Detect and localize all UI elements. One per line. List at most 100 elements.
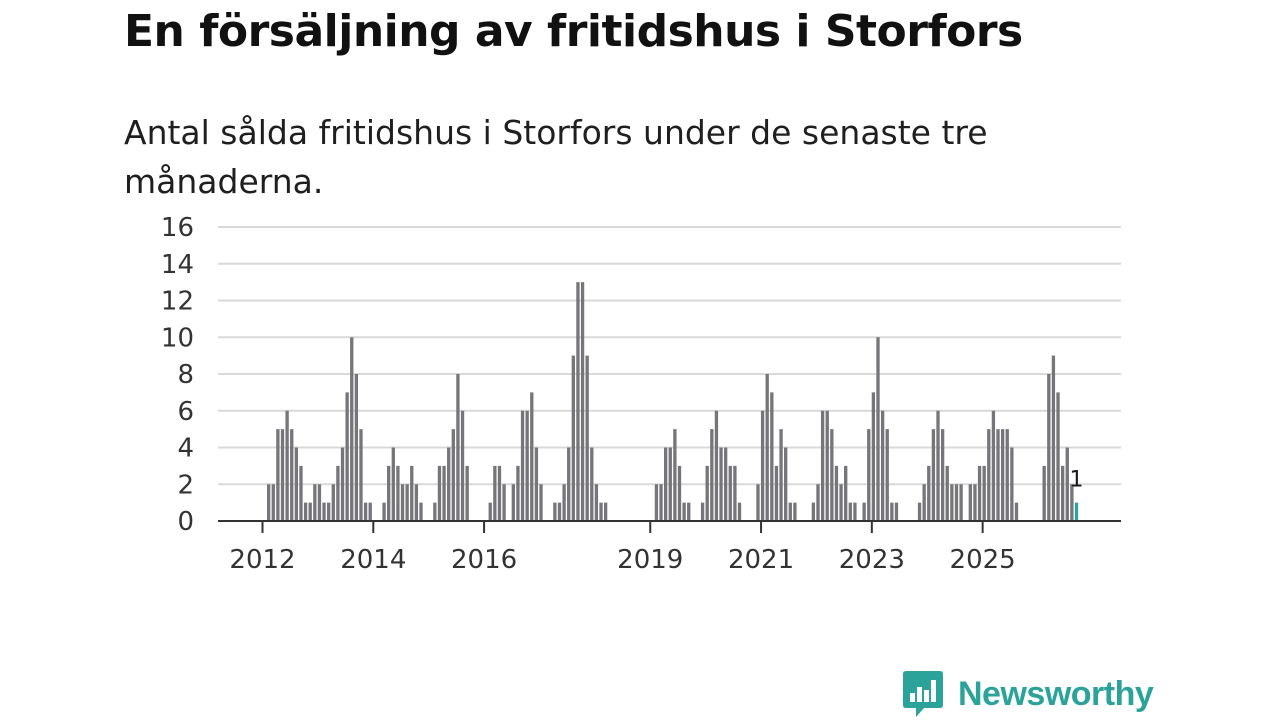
bar-highlight bbox=[1074, 502, 1079, 522]
bar bbox=[299, 465, 303, 522]
bar bbox=[890, 502, 894, 522]
y-axis-ticks: 0 2 4 6 8 10 12 14 16 bbox=[161, 213, 194, 537]
bar bbox=[724, 447, 728, 521]
highlight-value-label: 1 bbox=[1070, 468, 1084, 493]
bar bbox=[968, 484, 972, 521]
bar bbox=[599, 502, 603, 522]
bar bbox=[271, 484, 275, 521]
x-tick-label: 2014 bbox=[340, 545, 406, 575]
bar bbox=[862, 502, 866, 522]
bar bbox=[1051, 355, 1056, 522]
bar bbox=[917, 502, 922, 522]
bar bbox=[1000, 429, 1005, 522]
bar bbox=[737, 502, 742, 522]
bar bbox=[710, 429, 714, 522]
bar bbox=[331, 484, 335, 521]
y-tick-label: 4 bbox=[177, 434, 194, 464]
chart-title: En försäljning av fritidshus i Storfors bbox=[124, 6, 1023, 57]
bar bbox=[539, 484, 543, 521]
bar bbox=[391, 447, 395, 521]
bar bbox=[673, 429, 677, 522]
bar bbox=[525, 410, 529, 521]
bar bbox=[954, 484, 959, 521]
bar bbox=[987, 429, 991, 522]
gridlines bbox=[218, 226, 1121, 486]
bar bbox=[876, 337, 880, 521]
bar bbox=[1070, 484, 1074, 521]
bar bbox=[336, 465, 340, 522]
bar bbox=[327, 502, 331, 522]
bar bbox=[303, 502, 308, 522]
x-axis-ticks: 2012 2014 2016 2019 2021 2023 2025 bbox=[229, 521, 1016, 575]
bar bbox=[765, 374, 769, 521]
x-tick-label: 2025 bbox=[950, 545, 1016, 575]
newsworthy-brand[interactable]: Newsworthy bbox=[902, 669, 1154, 719]
bar bbox=[784, 447, 788, 521]
bar bbox=[493, 465, 497, 522]
bar bbox=[1065, 447, 1069, 521]
bar bbox=[825, 410, 829, 521]
bar bbox=[322, 502, 326, 522]
bar bbox=[488, 502, 492, 522]
bar bbox=[382, 502, 386, 522]
bar bbox=[663, 447, 668, 521]
bar bbox=[497, 465, 502, 522]
bar bbox=[945, 465, 949, 522]
bar bbox=[387, 465, 391, 522]
y-tick-label: 12 bbox=[161, 287, 194, 317]
bar bbox=[456, 374, 460, 521]
y-tick-label: 8 bbox=[177, 360, 194, 390]
chart-subtitle: Antal sålda fritidshus i Storfors under … bbox=[124, 113, 988, 201]
bar bbox=[363, 502, 368, 522]
bar bbox=[811, 502, 816, 522]
bar bbox=[871, 392, 876, 522]
bar bbox=[308, 502, 312, 522]
bar bbox=[770, 392, 774, 522]
x-tick-label: 2012 bbox=[229, 545, 295, 575]
bar bbox=[511, 484, 515, 521]
bar bbox=[317, 484, 322, 521]
bar bbox=[1010, 447, 1014, 521]
bar bbox=[553, 502, 557, 522]
bar bbox=[779, 429, 783, 522]
bar bbox=[1056, 392, 1060, 522]
bar bbox=[594, 484, 599, 521]
bar bbox=[557, 502, 562, 522]
bar bbox=[816, 484, 820, 521]
bar bbox=[1047, 374, 1051, 521]
x-tick-label: 2019 bbox=[617, 545, 683, 575]
bar bbox=[867, 429, 871, 522]
bar-series bbox=[267, 282, 1079, 522]
bar bbox=[267, 484, 271, 521]
y-tick-label: 10 bbox=[161, 323, 194, 353]
bar bbox=[830, 429, 834, 522]
bar bbox=[567, 447, 571, 521]
bar bbox=[419, 502, 423, 522]
bar bbox=[590, 447, 594, 521]
bar bbox=[687, 502, 691, 522]
bar bbox=[1014, 502, 1019, 522]
bar bbox=[433, 502, 437, 522]
bar bbox=[760, 410, 765, 521]
bar bbox=[853, 502, 857, 522]
bar bbox=[359, 429, 363, 522]
bar bbox=[834, 465, 839, 522]
bar bbox=[700, 502, 705, 522]
bar bbox=[345, 392, 349, 522]
bar bbox=[839, 484, 843, 521]
bar bbox=[460, 410, 465, 521]
bar bbox=[534, 447, 539, 521]
bar bbox=[405, 484, 409, 521]
bar bbox=[793, 502, 797, 522]
x-tick-label: 2016 bbox=[451, 545, 517, 575]
bar bbox=[1060, 465, 1065, 522]
bar bbox=[927, 465, 931, 522]
bar bbox=[400, 484, 405, 521]
bar bbox=[991, 410, 996, 521]
bar bbox=[844, 465, 848, 522]
bar bbox=[1005, 429, 1009, 522]
bar bbox=[276, 429, 280, 522]
bar bbox=[603, 502, 608, 522]
bar bbox=[294, 447, 299, 521]
